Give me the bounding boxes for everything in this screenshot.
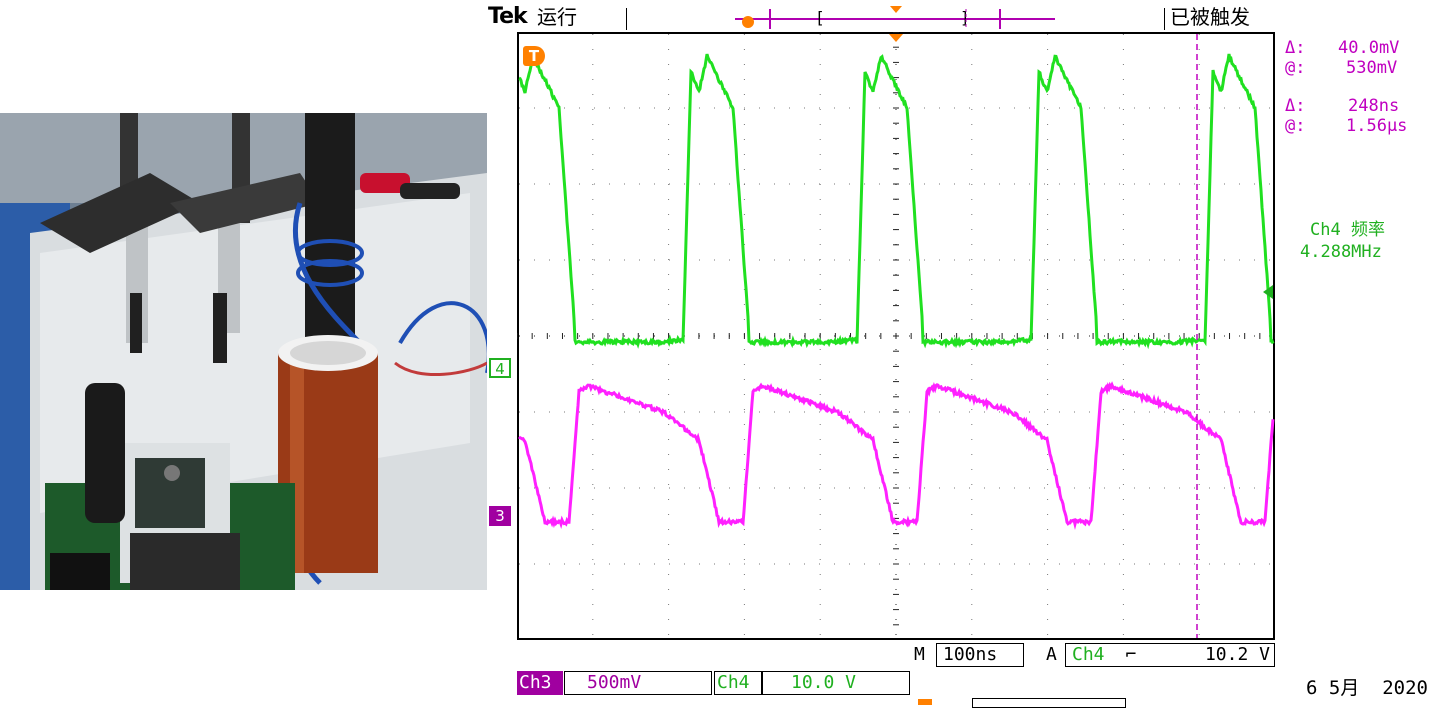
lower-readout-box: [972, 698, 1126, 708]
trigger-source: Ch4: [1072, 644, 1105, 665]
v-delta-value: 40.0mV: [1338, 38, 1399, 58]
timebase-label: M: [914, 643, 925, 667]
v-at-label: @:: [1285, 58, 1305, 78]
t-delta-value: 248ns: [1348, 96, 1399, 116]
v-delta-label: Δ:: [1285, 38, 1305, 58]
measurement-value: 4.288MHz: [1300, 242, 1382, 262]
t-delta-label: Δ:: [1285, 96, 1305, 116]
ch3-ground-marker: 3: [489, 506, 511, 526]
ch4-ground-marker: 4: [489, 358, 511, 378]
lower-marker: [918, 699, 932, 705]
trigger-marker-t: T: [523, 46, 545, 66]
run-status: 运行: [537, 2, 577, 32]
circuit-photo: [0, 113, 487, 590]
v-at-value: 530mV: [1346, 58, 1397, 78]
t-at-label: @:: [1285, 116, 1305, 136]
svg-text:]: ]: [960, 8, 970, 27]
trigger-level: 10.2 V: [1205, 644, 1270, 666]
header-divider: [626, 8, 627, 30]
brand-logo: Tek: [488, 2, 527, 32]
trigger-mode-label: A: [1046, 643, 1057, 667]
date-readout: 6 5月 2020: [1306, 676, 1428, 700]
ch4-label: Ch4: [714, 671, 762, 695]
header-divider: [1164, 8, 1165, 30]
trigger-box: Ch4 ⌐ 10.2 V: [1065, 643, 1275, 667]
scope-display: [517, 32, 1275, 640]
trigger-slope-icon: ⌐: [1125, 644, 1136, 665]
ch3-label: Ch3: [517, 671, 563, 695]
record-position-bar: [ ]: [730, 6, 1060, 32]
trigger-status: 已被触发: [1170, 2, 1250, 32]
timebase-value: 100ns: [936, 643, 1024, 667]
ch4-scale: 10.0 V: [762, 671, 910, 695]
svg-text:[: [: [815, 8, 825, 27]
t-at-value: 1.56µs: [1346, 116, 1407, 136]
ch3-scale: 500mV: [564, 671, 712, 695]
measurement-label: Ch4 频率: [1310, 220, 1385, 240]
